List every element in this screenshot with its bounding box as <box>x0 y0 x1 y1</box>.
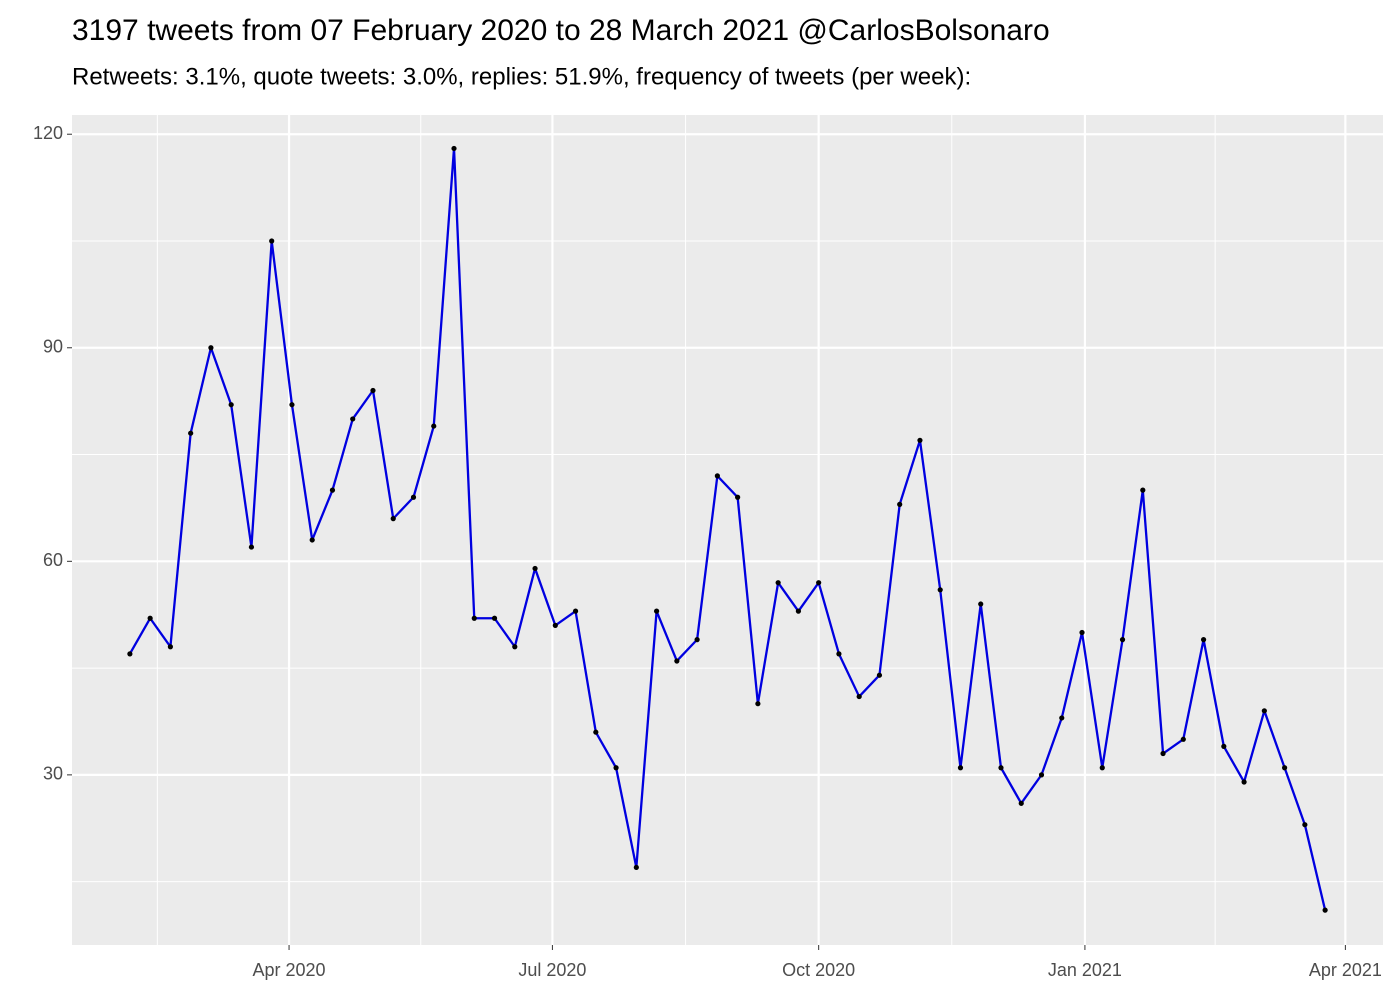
data-point <box>1241 779 1247 785</box>
y-tick-label: 120 <box>33 123 63 143</box>
data-point <box>1079 629 1085 636</box>
data-point <box>1160 750 1166 757</box>
data-point <box>350 416 356 422</box>
data-point <box>653 608 660 614</box>
data-point <box>856 693 862 700</box>
data-point <box>147 615 153 621</box>
data-point <box>127 651 133 657</box>
data-point <box>1282 765 1288 771</box>
data-point <box>1038 772 1045 778</box>
data-point <box>269 238 275 244</box>
data-point <box>552 622 558 628</box>
plot-panel <box>72 115 1383 945</box>
data-point <box>1180 736 1186 742</box>
data-point <box>694 637 700 643</box>
data-point <box>1119 637 1126 643</box>
data-point <box>937 587 943 593</box>
data-point <box>816 580 822 586</box>
data-point <box>593 729 599 735</box>
data-point <box>1140 487 1146 493</box>
data-point <box>228 402 234 408</box>
data-point <box>1221 743 1227 749</box>
data-point <box>532 565 538 572</box>
data-point <box>248 544 255 550</box>
data-point <box>795 608 802 614</box>
data-point <box>390 516 396 522</box>
data-point <box>1200 637 1207 643</box>
x-tick-label: Apr 2020 <box>253 960 326 980</box>
x-tick-label: Jul 2020 <box>518 960 586 980</box>
data-point <box>410 494 417 500</box>
data-point <box>876 672 883 678</box>
x-tick-label: Apr 2021 <box>1309 960 1382 980</box>
data-point <box>978 601 984 607</box>
x-tick-label: Jan 2021 <box>1048 960 1122 980</box>
data-point <box>471 615 477 621</box>
data-point <box>289 402 295 408</box>
y-tick-label: 60 <box>43 550 63 570</box>
chart-title: 3197 tweets from 07 February 2020 to 28 … <box>72 14 1050 47</box>
data-point <box>431 423 437 429</box>
y-tick-label: 90 <box>43 337 63 357</box>
data-point <box>957 765 964 771</box>
data-point <box>613 765 619 771</box>
data-point <box>633 864 639 871</box>
data-point <box>491 615 498 621</box>
data-point <box>370 387 376 394</box>
y-tick-label: 30 <box>43 764 63 784</box>
data-point <box>1302 822 1308 828</box>
data-point <box>775 580 781 586</box>
data-point <box>572 608 579 614</box>
data-point <box>1018 800 1024 806</box>
data-point <box>836 651 842 657</box>
data-point <box>674 658 680 664</box>
data-point <box>1322 907 1328 913</box>
data-point <box>897 501 903 507</box>
data-point <box>1099 765 1105 771</box>
data-point <box>451 145 457 152</box>
data-point <box>512 644 518 650</box>
series-line <box>128 147 1327 911</box>
data-point <box>188 430 194 436</box>
data-point <box>1059 715 1065 721</box>
data-point <box>735 494 741 500</box>
data-point <box>329 487 336 493</box>
x-tick-label: Oct 2020 <box>782 960 855 980</box>
data-point <box>309 537 315 543</box>
data-point <box>917 437 923 443</box>
data-point <box>208 345 214 351</box>
data-point <box>1261 708 1267 714</box>
data-point <box>714 473 720 479</box>
chart-subtitle: Retweets: 3.1%, quote tweets: 3.0%, repl… <box>72 63 971 90</box>
data-point <box>167 644 173 650</box>
data-point <box>998 765 1004 771</box>
data-point <box>755 701 761 707</box>
